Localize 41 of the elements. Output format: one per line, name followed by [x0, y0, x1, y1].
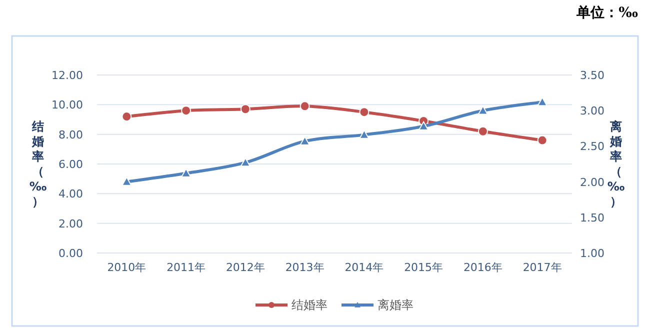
point — [418, 121, 429, 130]
y-tick-label: 10.00 — [52, 98, 83, 112]
legend-label: 结婚率 — [292, 298, 328, 312]
y-axis-title: 结婚率（‰） — [29, 120, 47, 208]
x-tick-label: 2015年 — [404, 261, 444, 274]
point — [300, 136, 310, 146]
point — [122, 112, 132, 122]
x-tick-label: 2011年 — [166, 261, 206, 274]
point — [181, 168, 192, 178]
y-tick-label: 12.00 — [52, 69, 83, 82]
legend-label: 离婚率 — [378, 298, 414, 312]
point — [122, 176, 132, 186]
y2-tick-label: 2.00 — [580, 176, 604, 189]
point — [478, 126, 488, 136]
y-tick-label: 6.00 — [58, 158, 83, 171]
point — [240, 158, 250, 167]
point — [300, 101, 310, 112]
x-tick-label: 2010年 — [107, 261, 146, 274]
y-tick-label: 0.00 — [58, 247, 83, 260]
point — [537, 97, 548, 106]
point — [359, 130, 370, 139]
text: 单位：‰ — [576, 5, 639, 21]
y2-axis-title: 离婚率（‰） — [607, 120, 625, 208]
y-tick-label: 8.00 — [58, 128, 83, 142]
x-tick-label: 2016年 — [463, 261, 502, 274]
point — [359, 107, 370, 118]
point — [181, 106, 192, 116]
y-tick-label: 2.00 — [58, 217, 83, 230]
y2-tick-label: 3.50 — [580, 69, 604, 82]
y-tick-label: 4.00 — [58, 188, 83, 201]
point — [537, 135, 548, 146]
point — [478, 106, 488, 115]
y2-tick-label: 2.50 — [580, 140, 604, 154]
point — [240, 104, 250, 114]
y2-tick-label: 1.50 — [580, 211, 604, 224]
x-tick-label: 2012年 — [226, 261, 265, 274]
y2-tick-label: 3.00 — [580, 104, 604, 118]
x-tick-label: 2014年 — [344, 261, 384, 274]
y2-tick-label: 1.00 — [580, 247, 604, 260]
x-tick-label: 2013年 — [285, 261, 324, 274]
x-tick-label: 2017年 — [522, 261, 562, 274]
